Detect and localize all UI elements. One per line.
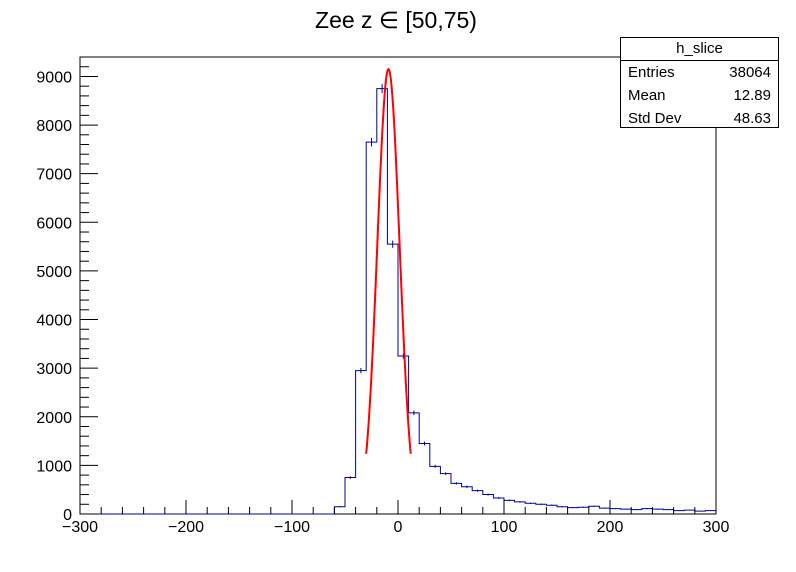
stats-title: h_slice [621,38,778,61]
x-tick-label: −300 [62,519,98,536]
stats-value: 48.63 [733,110,771,127]
hist-bin [599,508,610,514]
hist-bin [589,506,600,514]
hist-bin [387,244,398,514]
x-tick-label: 300 [703,519,730,536]
y-tick-label: 6000 [36,215,72,232]
stats-row-entries: Entries 38064 [621,61,778,84]
hist-bin [568,508,579,514]
fit-curve [365,67,412,454]
x-tick-label: 0 [394,519,403,536]
histogram-layer [80,84,717,515]
x-tick-label: −100 [274,519,310,536]
hist-bin [366,142,377,514]
y-tick-label: 2000 [36,410,72,427]
hist-bin [493,498,504,514]
y-tick-label: 4000 [36,313,72,330]
hist-bin [451,483,462,514]
y-tick-label: 7000 [36,167,72,184]
hist-bin [578,507,589,514]
y-tick-label: 5000 [36,264,72,281]
hist-bin [440,474,451,514]
stats-box: h_slice Entries 38064 Mean 12.89 Std Dev… [620,37,779,128]
hist-bin [663,510,674,514]
chart-title: Zee z ∈ [50,75) [315,7,477,33]
hist-bin [419,444,430,514]
hist-bin [334,507,345,514]
y-tick-label: 1000 [36,458,72,475]
hist-bin [557,507,568,514]
hist-bin [610,509,621,514]
stats-value: 38064 [729,64,771,81]
hist-bin [345,478,356,514]
hist-bin [515,502,526,514]
hist-bin [472,491,483,514]
stats-row-mean: Mean 12.89 [621,84,778,107]
y-tick-label: 0 [63,507,72,524]
x-tick-label: 100 [491,519,518,536]
hist-bin [536,504,547,514]
hist-bin [684,510,695,514]
y-tick-label: 3000 [36,361,72,378]
stats-value: 12.89 [733,87,771,104]
hist-bin [652,509,663,514]
hist-bin [674,511,685,514]
hist-bin [430,466,441,514]
x-tick-label: 200 [597,519,624,536]
stats-row-stddev: Std Dev 48.63 [621,107,778,130]
hist-bin [621,509,632,514]
stats-label: Std Dev [628,110,682,127]
axis-layer: −300 −200 −100 0 100 200 300010002000300040005… [36,56,730,536]
x-tick-label: −200 [168,519,204,536]
stats-label: Mean [628,87,666,104]
hist-bin [705,511,716,514]
hist-bin [356,371,367,514]
hist-bin [695,511,706,514]
y-tick-label: 9000 [36,69,72,86]
hist-bin [504,500,515,514]
hist-bin [631,510,642,514]
hist-bin [525,503,536,514]
hist-bin [483,495,494,514]
fit-layer [365,67,412,454]
stats-label: Entries [628,64,675,81]
hist-bin [546,505,557,514]
hist-bin [642,509,653,514]
hist-bin [462,487,473,514]
hist-bin [398,356,409,514]
y-tick-label: 8000 [36,118,72,135]
hist-bin [409,413,420,514]
